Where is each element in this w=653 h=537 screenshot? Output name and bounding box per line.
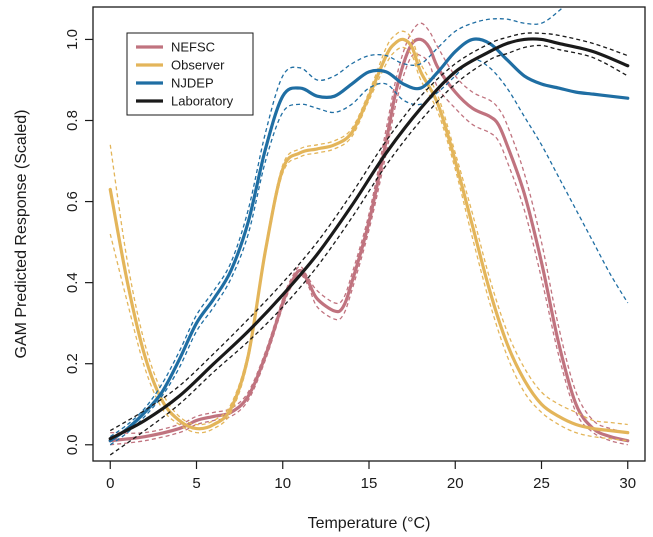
x-tick-label: 30	[619, 475, 636, 492]
series-laboratory-upper-ci	[109, 32, 628, 432]
curves-layer	[108, 7, 630, 456]
x-tick-label: 20	[447, 475, 464, 492]
x-axis-title: Temperature (°C)	[308, 515, 431, 532]
legend-label-observer: Observer	[171, 58, 225, 73]
legend-label-njdep: NJDEP	[171, 76, 214, 91]
x-tick-label: 0	[106, 475, 114, 492]
series-nefsc-lower-ci	[110, 53, 628, 446]
series-observer-upper-ci	[109, 30, 628, 426]
y-tick-label: 0.2	[64, 353, 81, 374]
x-tick-label: 25	[533, 475, 550, 492]
legend-label-laboratory: Laboratory	[171, 94, 234, 109]
x-tick-label: 10	[274, 475, 291, 492]
x-axis: 0 5 10 15 20 25 30	[106, 461, 636, 492]
y-axis-title: GAM Predicted Response (Scaled)	[13, 110, 30, 359]
series-njdep-line	[108, 37, 630, 443]
x-tick-label: 15	[361, 475, 378, 492]
y-tick-label: 0.6	[64, 191, 81, 212]
y-tick-label: 0.4	[64, 272, 81, 293]
series-laboratory-line	[108, 37, 630, 441]
legend: NEFSC Observer NJDEP Laboratory	[126, 32, 254, 116]
y-tick-label: 0.0	[64, 434, 81, 455]
series-nefsc-line	[108, 37, 630, 443]
y-tick-label: 0.8	[64, 110, 81, 131]
series-njdep-upper-ci	[109, 7, 565, 438]
y-axis: 0.0 0.2 0.4 0.6 0.8 1.0	[64, 29, 93, 455]
series-observer-line	[108, 37, 630, 435]
series-laboratory	[108, 32, 630, 456]
legend-label-nefsc: NEFSC	[171, 40, 215, 55]
x-tick-label: 5	[192, 475, 200, 492]
y-tick-label: 1.0	[64, 29, 81, 50]
series-nefsc	[108, 22, 630, 446]
series-nefsc-upper-ci	[110, 22, 628, 434]
series-njdep-lower-ci	[109, 58, 629, 446]
series-laboratory-lower-ci	[109, 44, 629, 456]
series-njdep	[108, 7, 630, 446]
series-observer	[108, 30, 630, 442]
